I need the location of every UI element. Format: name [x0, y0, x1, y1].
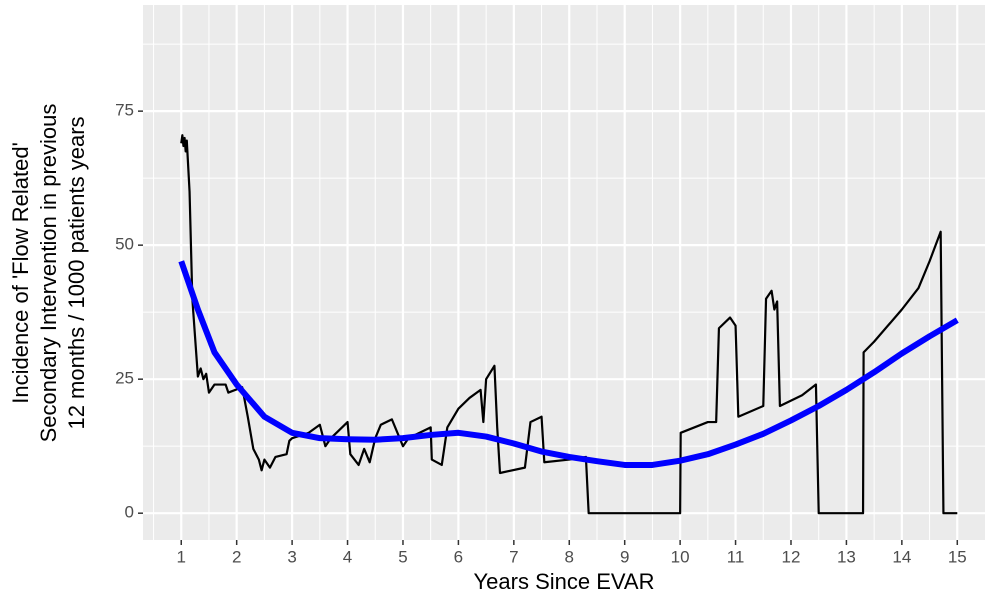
y-axis-title: Secondary Intervention in previous: [36, 104, 61, 443]
y-axis-title: 12 months / 1000 patients years: [64, 116, 89, 429]
x-tick-label: 5: [398, 547, 407, 566]
x-tick-label: 4: [343, 547, 352, 566]
series-line: [180, 134, 958, 515]
x-tick-label: 9: [620, 547, 629, 566]
x-tick-label: 10: [671, 547, 690, 566]
x-tick-label: 15: [948, 547, 967, 566]
x-tick-label: 14: [892, 547, 911, 566]
x-tick-label: 11: [727, 547, 745, 566]
y-tick-label: 75: [115, 101, 134, 120]
y-tick-label: 0: [125, 503, 134, 522]
x-tick-label: 2: [232, 547, 241, 566]
x-tick-label: 7: [509, 547, 518, 566]
x-axis-title: Years Since EVAR: [474, 569, 655, 594]
plot-panel: [143, 5, 985, 540]
y-tick-label: 25: [115, 369, 134, 388]
x-tick-label: 12: [782, 547, 801, 566]
x-tick-label: 3: [287, 547, 296, 566]
x-tick-label: 13: [837, 547, 856, 566]
y-axis-title: Incidence of 'Flow Related': [8, 142, 33, 404]
x-tick-label: 1: [177, 547, 186, 566]
y-tick-label: 50: [115, 235, 134, 254]
x-tick-label: 8: [565, 547, 574, 566]
x-tick-label: 6: [454, 547, 463, 566]
series-line: [178, 260, 959, 468]
